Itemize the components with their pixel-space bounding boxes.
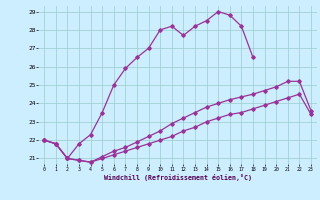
X-axis label: Windchill (Refroidissement éolien,°C): Windchill (Refroidissement éolien,°C) (104, 174, 252, 181)
